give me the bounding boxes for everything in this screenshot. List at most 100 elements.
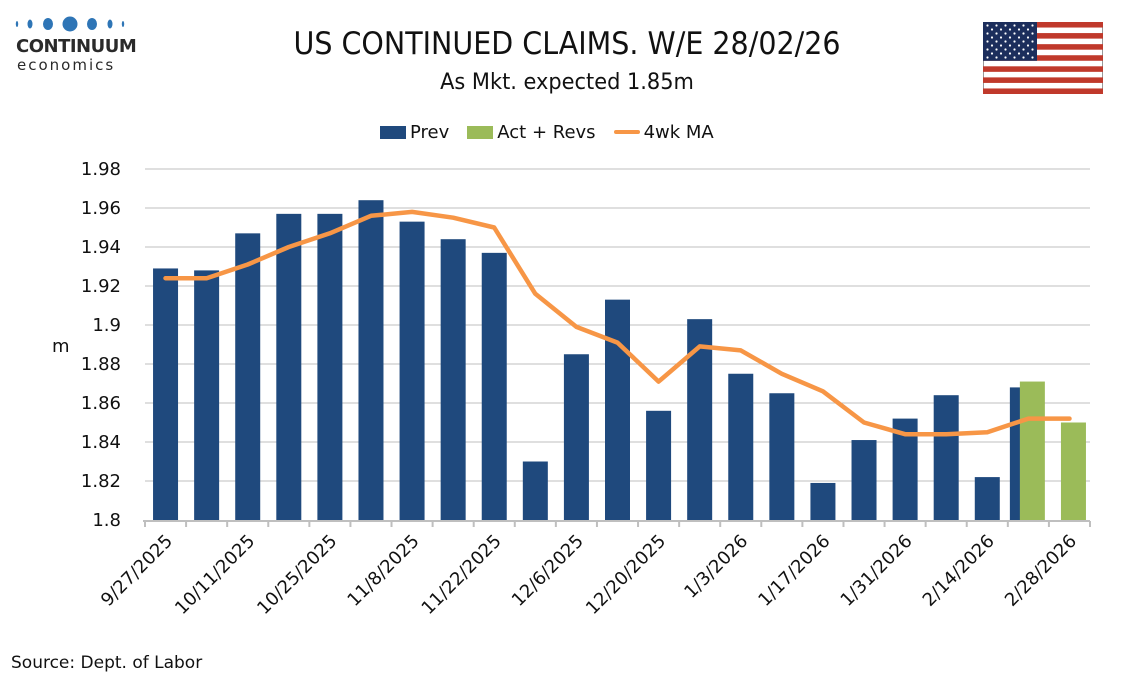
x-tick-label: 12/20/2025 bbox=[582, 531, 670, 619]
bar-prev bbox=[522, 461, 548, 520]
x-tick-label: 12/6/2025 bbox=[508, 531, 588, 611]
legend-item-act: Act + Revs bbox=[467, 121, 596, 143]
legend-item-ma: 4wk MA bbox=[613, 121, 714, 143]
x-axis bbox=[143, 520, 1091, 527]
flag-star bbox=[1013, 40, 1016, 43]
flag-stripe bbox=[983, 66, 1103, 72]
bar-prev bbox=[399, 221, 425, 520]
flag-star bbox=[999, 52, 1003, 55]
chart-legend: Prev Act + Revs 4wk MA bbox=[380, 120, 732, 144]
x-tick-label: 1/17/2026 bbox=[754, 531, 834, 611]
legend-label-act: Act + Revs bbox=[497, 121, 596, 143]
flag-star bbox=[1004, 56, 1007, 59]
flag-star bbox=[1013, 24, 1016, 27]
bar-prev bbox=[563, 354, 589, 520]
logo-dots-icon bbox=[15, 16, 125, 32]
legend-label-prev: Prev bbox=[410, 121, 450, 143]
legend-label-ma: 4wk MA bbox=[643, 121, 714, 143]
flag-star bbox=[1026, 52, 1030, 55]
bar-prev bbox=[481, 252, 507, 520]
y-tick-label: 1.84 bbox=[81, 432, 121, 453]
legend-item-prev: Prev bbox=[380, 122, 449, 143]
flag-star bbox=[1026, 28, 1030, 31]
flag-star bbox=[1008, 28, 1012, 31]
x-tick-label: 2/28/2026 bbox=[1001, 531, 1081, 611]
x-tick-label: 11/22/2025 bbox=[418, 531, 506, 619]
y-tick-label: 1.82 bbox=[81, 471, 121, 492]
flag-star bbox=[1004, 32, 1007, 35]
ma-line-path bbox=[163, 209, 1072, 437]
flag-star bbox=[986, 24, 989, 27]
flag-star bbox=[1004, 40, 1007, 43]
flag-star bbox=[999, 36, 1003, 39]
legend-swatch-prev bbox=[380, 125, 406, 139]
flag-star bbox=[1008, 44, 1012, 47]
flag-star bbox=[999, 44, 1003, 47]
chart-title: US CONTINUED CLAIMS. W/E 28/02/26 bbox=[293, 26, 841, 62]
flag-star bbox=[990, 44, 994, 47]
x-tick-label: 11/8/2025 bbox=[343, 531, 423, 611]
flag-star bbox=[990, 28, 994, 31]
flag-stripe bbox=[983, 44, 1103, 50]
flag-star bbox=[1026, 36, 1030, 39]
flag-stripe bbox=[983, 88, 1103, 94]
bar-prev bbox=[646, 410, 672, 520]
flag-star bbox=[995, 56, 998, 59]
logo-subtitle: economics bbox=[17, 56, 116, 74]
flag-star bbox=[999, 28, 1003, 31]
flag-star bbox=[1031, 32, 1034, 35]
flag-star bbox=[1017, 44, 1021, 47]
x-tick-label: 2/14/2026 bbox=[919, 531, 999, 611]
flag-star bbox=[1004, 48, 1007, 51]
flag-star bbox=[995, 24, 998, 27]
y-axis-label: m bbox=[52, 336, 70, 357]
flag-star bbox=[995, 48, 998, 51]
y-tick-label: 1.8 bbox=[92, 510, 121, 531]
x-tick-label: 1/31/2026 bbox=[837, 531, 917, 611]
flag-star bbox=[1017, 28, 1021, 31]
flag-star bbox=[990, 36, 994, 39]
y-tick-label: 1.9 bbox=[92, 315, 121, 336]
flag-star bbox=[986, 32, 989, 35]
flag-star bbox=[1022, 48, 1025, 51]
chart-plot: 1.98 1.96 1.94 1.92 1.9 1.88 1.86 1.84 1.82 1.8 m… bbox=[52, 159, 1091, 619]
flag-star bbox=[986, 56, 989, 59]
flag-star bbox=[995, 32, 998, 35]
y-axis-ticks: 1.98 1.96 1.94 1.92 1.9 1.88 1.86 1.84 1.82 1.8 bbox=[81, 159, 121, 531]
ma-line bbox=[163, 209, 1072, 437]
flag-star bbox=[1017, 52, 1021, 55]
y-tick-label: 1.98 bbox=[81, 159, 121, 180]
flag-star bbox=[1022, 24, 1025, 27]
flag-star bbox=[1022, 32, 1025, 35]
flag-star bbox=[1008, 36, 1012, 39]
y-tick-label: 1.94 bbox=[81, 237, 121, 258]
bar-prev bbox=[605, 299, 630, 520]
flag-star bbox=[990, 52, 994, 55]
flag-star bbox=[1031, 24, 1034, 27]
flag-star bbox=[1013, 56, 1016, 59]
flag-star bbox=[1013, 48, 1016, 51]
y-tick-label: 1.88 bbox=[81, 354, 121, 375]
legend-swatch-ma bbox=[613, 130, 640, 134]
flag-star bbox=[1031, 56, 1034, 59]
flag-star bbox=[1017, 36, 1021, 39]
bar-prev bbox=[851, 440, 877, 520]
bar-prev bbox=[933, 395, 959, 520]
flag-star bbox=[1022, 40, 1025, 43]
y-tick-label: 1.96 bbox=[81, 198, 121, 219]
legend-swatch-act bbox=[467, 125, 494, 139]
flag-star bbox=[986, 40, 989, 43]
flag-star bbox=[1022, 56, 1025, 59]
bar-act-revs bbox=[1019, 381, 1045, 520]
flag-star bbox=[1013, 32, 1016, 35]
x-tick-label: 9/27/2025 bbox=[97, 531, 177, 611]
bars bbox=[153, 200, 1086, 520]
bar-prev bbox=[810, 482, 836, 520]
bar-prev bbox=[440, 239, 466, 520]
flag-star bbox=[995, 40, 998, 43]
x-tick-label: 10/11/2025 bbox=[171, 531, 259, 619]
bar-prev bbox=[728, 373, 754, 520]
bar-prev bbox=[769, 393, 795, 520]
flag-stripe bbox=[983, 55, 1103, 61]
